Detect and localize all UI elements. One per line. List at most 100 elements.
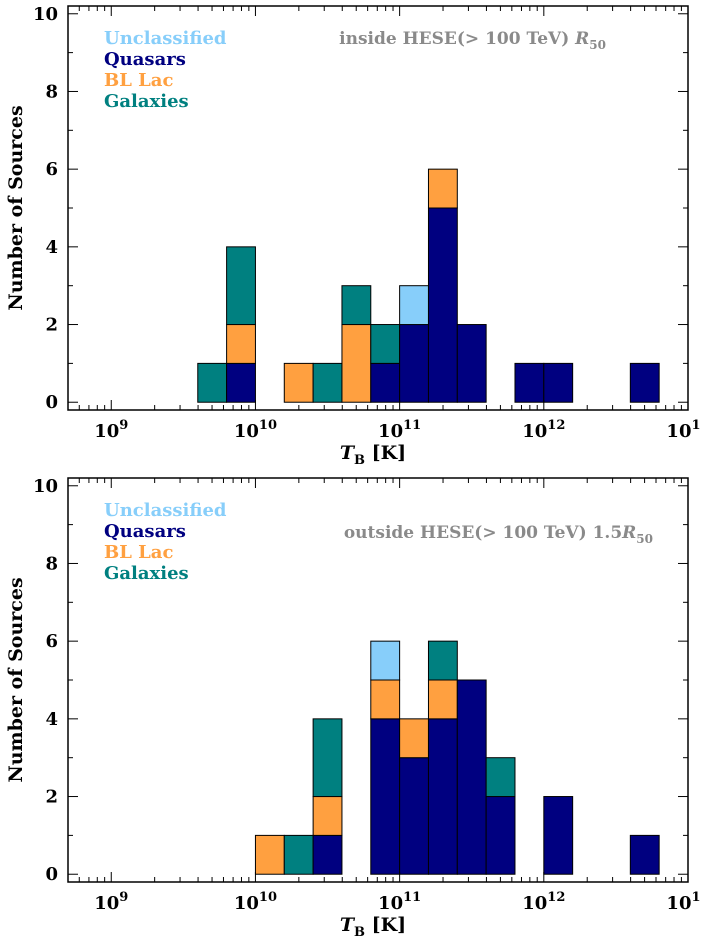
legend-item-quasars: Quasars (104, 521, 186, 542)
bar-quasars-4 (370, 718, 401, 875)
bar-galaxies-8 (485, 757, 516, 798)
y-tick-label: 0 (45, 864, 58, 885)
x-axis-title: TB [K] (340, 442, 406, 468)
bar-bl-lac-3 (312, 796, 343, 836)
bar-galaxies-5 (341, 285, 372, 326)
legend-item-unclassified: Unclassified (104, 500, 227, 521)
y-tick-label: 6 (45, 631, 58, 652)
x-axis-subscript: B (354, 925, 365, 940)
x-tick-label: 1012 (522, 418, 565, 442)
y-tick-label: 4 (45, 709, 58, 730)
y-axis-title: Number of Sources (5, 577, 27, 782)
x-tick-base: 10 (378, 893, 403, 914)
x-axis-subscript: B (354, 453, 365, 468)
x-tick-label: 1010 (234, 890, 277, 914)
bar-bl-lac-3 (283, 362, 314, 403)
x-tick-base: 10 (94, 421, 119, 442)
x-tick-exponent: 13 (691, 418, 701, 433)
x-tick-label: 1013 (666, 890, 701, 914)
bar-quasars-10 (629, 834, 660, 875)
annotation-subscript: 50 (589, 38, 606, 52)
x-tick-base: 10 (522, 421, 547, 442)
x-tick-exponent: 10 (259, 890, 277, 905)
x-tick-base: 10 (234, 421, 259, 442)
x-tick-exponent: 13 (691, 890, 701, 905)
legend-item-bl-lac: BL Lac (104, 70, 173, 91)
legend-item-unclassified: Unclassified (104, 28, 227, 49)
bar-quasars-5 (399, 757, 429, 875)
legend-item-galaxies: Galaxies (104, 91, 189, 112)
legend-item-quasars: Quasars (104, 49, 186, 70)
bar-quasars-8 (427, 207, 458, 403)
bar-galaxies-2 (226, 246, 256, 326)
bar-quasars-8 (485, 796, 516, 875)
bar-bl-lac-6 (427, 679, 458, 720)
bar-bl-lac-1 (254, 834, 285, 875)
bar-bl-lac-4 (370, 679, 401, 720)
x-tick-label: 1012 (522, 890, 565, 914)
x-tick-base: 10 (666, 893, 691, 914)
x-tick-label: 1013 (666, 418, 701, 442)
bar-quasars-6 (370, 362, 401, 403)
x-tick-base: 10 (234, 893, 259, 914)
x-tick-label: 1010 (234, 418, 277, 442)
bar-galaxies-6 (370, 324, 401, 364)
y-tick-label: 10 (33, 4, 58, 25)
y-tick-label: 6 (45, 159, 58, 180)
bar-bl-lac-2 (226, 324, 256, 364)
bar-quasars-12 (629, 362, 660, 403)
y-tick-label: 10 (33, 476, 58, 497)
annotation-subscript: 50 (636, 532, 653, 546)
x-tick-base: 10 (522, 893, 547, 914)
legend-item-bl-lac: BL Lac (104, 542, 173, 563)
chart-panel-2: 10910101011101210130246810TB [K]Number o… (5, 476, 701, 940)
x-tick-exponent: 11 (403, 418, 421, 433)
x-tick-label: 109 (94, 418, 128, 442)
x-axis-unit: [K] (365, 442, 406, 464)
x-axis-var: T (340, 914, 356, 936)
bar-unclassified-7 (399, 285, 429, 326)
bar-galaxies-3 (312, 718, 343, 798)
bar-bl-lac-5 (399, 718, 429, 759)
x-axis-var: T (340, 442, 356, 464)
y-tick-label: 8 (45, 553, 58, 574)
annotation-text: outside HESE(> 100 TeV) 1.5R50 (344, 523, 653, 546)
y-tick-label: 2 (45, 787, 58, 808)
bar-quasars-3 (312, 834, 343, 875)
bar-galaxies-4 (312, 362, 343, 403)
bar-quasars-7 (399, 324, 429, 403)
bar-quasars-7 (456, 679, 487, 875)
annotation-var: R (574, 29, 589, 49)
x-tick-exponent: 9 (119, 418, 128, 433)
x-tick-exponent: 12 (547, 418, 565, 433)
x-tick-base: 10 (666, 421, 691, 442)
bar-unclassified-4 (370, 640, 401, 681)
y-tick-label: 2 (45, 315, 58, 336)
x-tick-label: 1011 (378, 418, 421, 442)
y-axis-title: Number of Sources (5, 105, 27, 310)
bar-quasars-10 (514, 362, 545, 403)
x-axis-unit: [K] (365, 914, 406, 936)
x-tick-base: 10 (94, 893, 119, 914)
x-tick-exponent: 9 (119, 890, 128, 905)
y-tick-label: 8 (45, 81, 58, 102)
chart-panel-1: 10910101011101210130246810TB [K]Number o… (5, 4, 701, 468)
legend-item-galaxies: Galaxies (104, 563, 189, 584)
annotation-prefix: outside HESE(> 100 TeV) 1.5 (344, 523, 622, 543)
x-tick-label: 1011 (378, 890, 421, 914)
x-axis-title: TB [K] (340, 914, 406, 940)
y-tick-label: 0 (45, 392, 58, 413)
bar-bl-lac-5 (341, 324, 372, 403)
x-tick-exponent: 10 (259, 418, 277, 433)
x-tick-label: 109 (94, 890, 128, 914)
bar-bl-lac-8 (427, 168, 458, 209)
bar-quasars-9 (543, 796, 574, 875)
annotation-var: R (621, 523, 636, 543)
bar-galaxies-2 (283, 834, 314, 875)
bar-quasars-11 (543, 362, 574, 403)
y-tick-label: 4 (45, 237, 58, 258)
annotation-prefix: inside HESE(> 100 TeV) (339, 29, 575, 49)
x-tick-exponent: 11 (403, 890, 421, 905)
bar-quasars-6 (427, 718, 458, 875)
